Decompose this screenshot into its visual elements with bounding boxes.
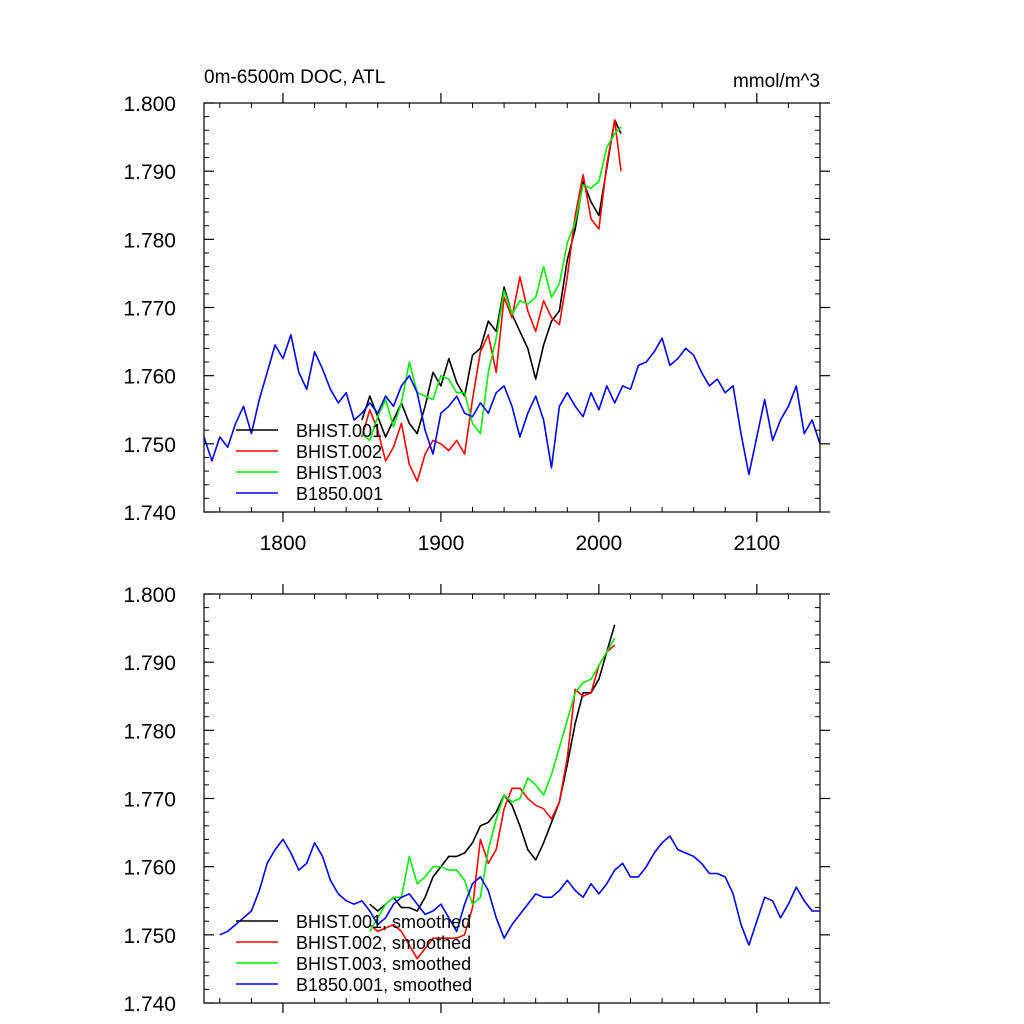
y-tick-label: 1.790 [123,652,176,675]
chart-title: 0m-6500m DOC, ATL [204,67,385,88]
y-tick-label: 1.740 [123,993,176,1016]
legend-label: BHIST.001 [296,421,382,441]
x-tick-label: 1900 [418,532,465,555]
y-tick-label: 1.760 [123,366,176,389]
legend-label: BHIST.001, smoothed [296,912,471,932]
y-tick-label: 1.800 [123,93,176,116]
y-tick-label: 1.740 [123,502,176,525]
legend-label: BHIST.003, smoothed [296,954,471,974]
y-tick-label: 1.780 [123,720,176,743]
series-line-4 [204,333,820,476]
series-line-3 [361,126,622,442]
y-tick-label: 1.760 [123,857,176,880]
y-tick-label: 1.750 [123,434,176,457]
series-line-1 [369,624,616,912]
series-line-2 [369,644,616,960]
legend-label: BHIST.002, smoothed [296,933,471,953]
y-tick-label: 1.800 [123,584,176,607]
y-tick-label: 1.750 [123,925,176,948]
bottom-panel: 1.740 1.750 1.760 1.770 1.780 1.790 1.800 BHIST… [123,584,830,1016]
y-tick-label: 1.790 [123,161,176,184]
x-tick-label: 1800 [260,532,307,555]
legend-label: BHIST.003 [296,463,382,483]
legend-label: B1850.001 [296,484,383,504]
series-group [204,119,820,483]
y-tick-label: 1.780 [123,229,176,252]
legend-label: BHIST.002 [296,442,382,462]
series-line-3 [369,637,616,932]
legend-label: B1850.001, smoothed [296,975,472,995]
series-line-4 [219,835,820,946]
x-tick-label: 2000 [576,532,623,555]
series-group [219,624,820,960]
top-panel: 1800 1900 2000 2100 1.740 1.750 1.760 1.770 1.78… [123,93,830,555]
units-label: mmol/m^3 [733,71,820,92]
x-tick-label: 2100 [733,532,780,555]
y-tick-label: 1.770 [123,789,176,812]
y-tick-label: 1.770 [123,298,176,321]
